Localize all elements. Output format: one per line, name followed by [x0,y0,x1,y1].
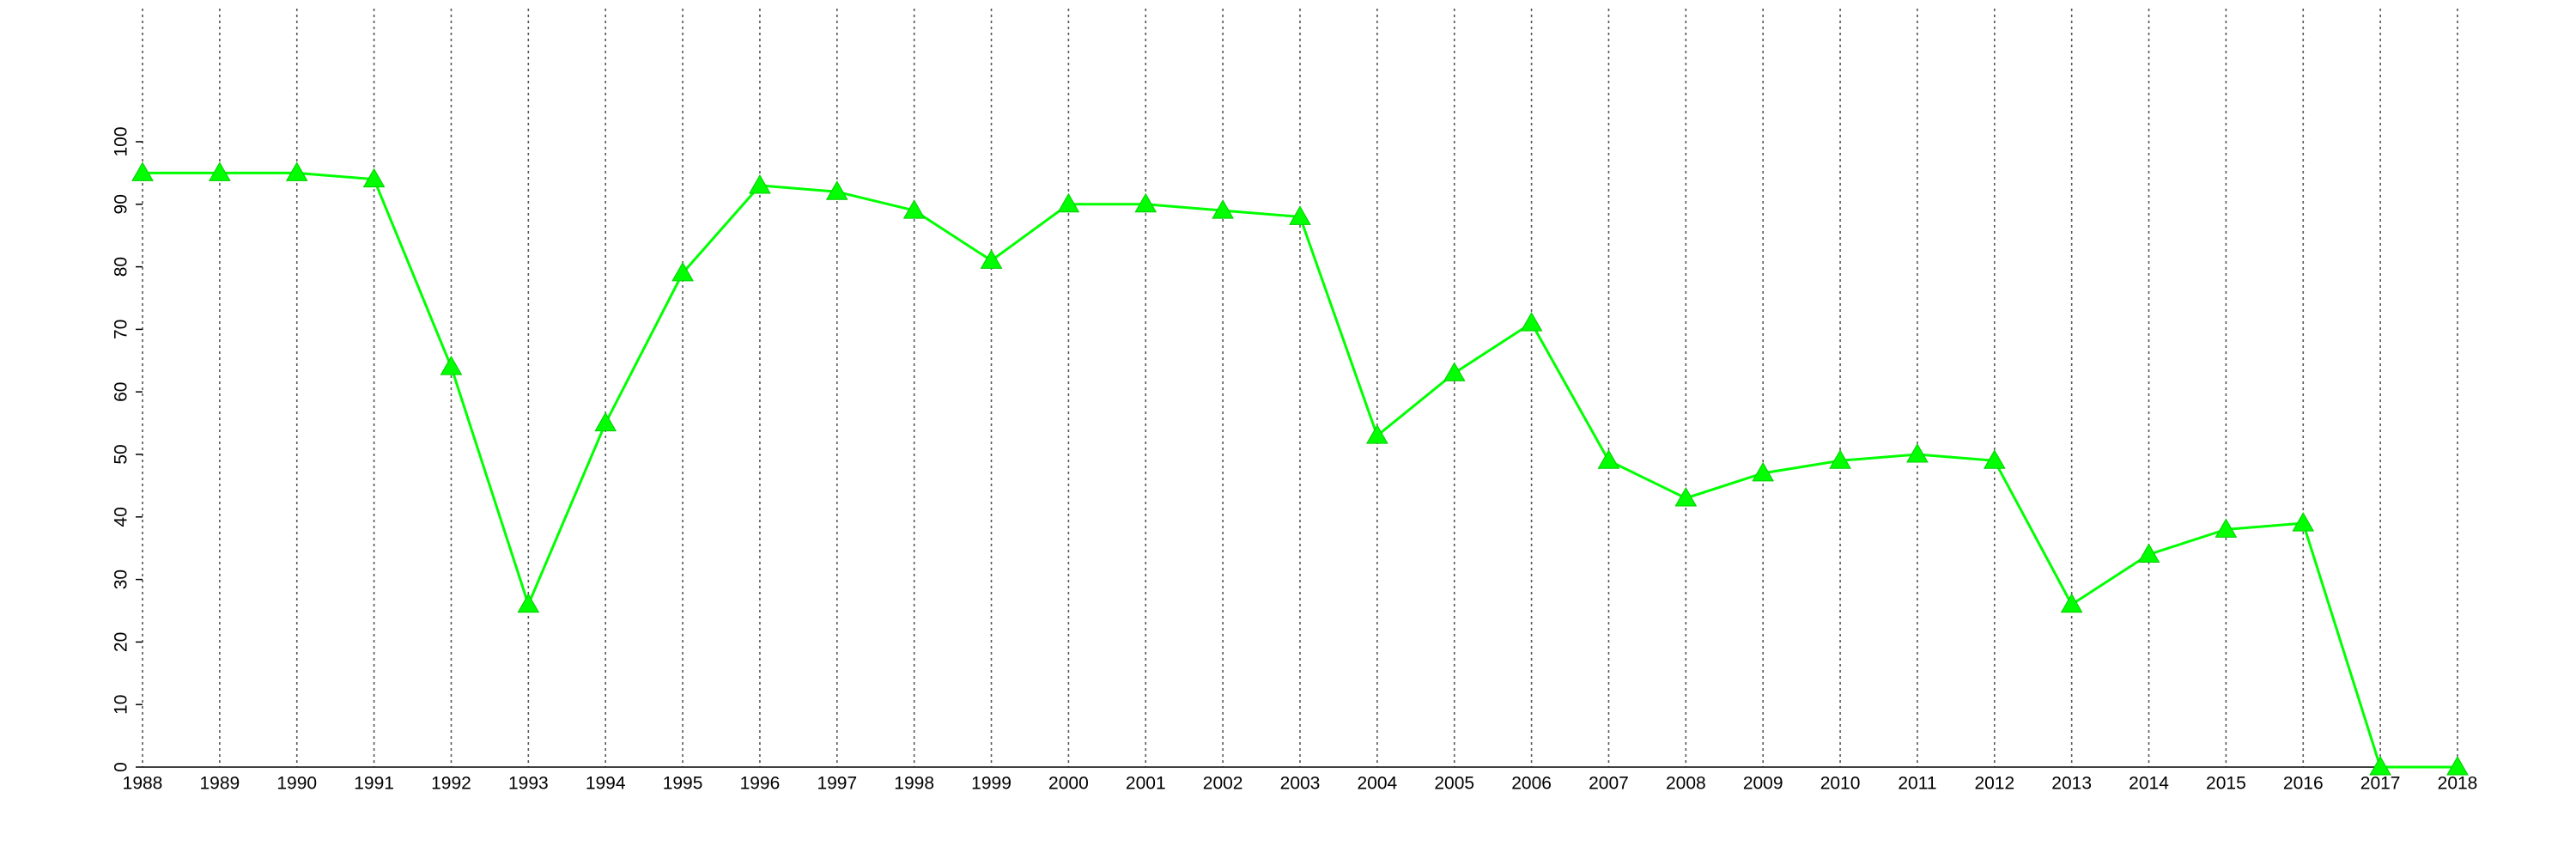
marker [1906,442,1929,463]
marker [1212,199,1234,219]
x-tick-label: 2006 [1511,774,1552,794]
x-tick-label: 2012 [1974,774,2014,794]
marker [285,161,308,181]
marker [1520,312,1543,332]
marker [1134,192,1157,213]
x-tick-label: 2015 [2206,774,2246,794]
marker [1057,192,1080,213]
marker [594,411,617,432]
marker [1443,362,1466,381]
x-tick-label: 2013 [2051,774,2092,794]
x-tick-label: 2000 [1048,774,1089,794]
y-tick-label: 20 [112,632,131,652]
x-tick-label: 1996 [740,774,781,794]
x-tick-label: 2011 [1898,774,1936,794]
marker [980,249,1003,269]
x-tick-label: 2014 [2129,774,2169,794]
x-tick-label: 2001 [1126,774,1166,794]
y-tick-label: 90 [112,194,131,214]
x-tick-label: 1994 [586,774,626,794]
marker [671,261,694,282]
x-tick-label: 1989 [200,774,240,794]
marker [2292,512,2315,532]
marker [2137,543,2160,563]
x-tick-label: 1988 [123,774,163,794]
marker [1597,449,1620,469]
marker [2369,755,2391,776]
x-tick-label: 1995 [663,774,703,794]
x-tick-label: 2017 [2360,774,2401,794]
x-tick-label: 1993 [508,774,549,794]
x-tick-label: 2002 [1203,774,1243,794]
x-tick-label: 2018 [2438,774,2478,794]
marker [440,356,463,375]
x-tick-label: 2016 [2283,774,2324,794]
marker [362,168,386,188]
y-tick-label: 10 [112,695,131,715]
marker [902,199,926,219]
marker [2215,518,2238,538]
y-tick-label: 100 [112,126,131,156]
x-tick-label: 2007 [1589,774,1629,794]
x-tick-label: 1998 [894,774,934,794]
y-tick-label: 0 [112,762,131,772]
y-tick-label: 40 [112,507,131,527]
y-tick-label: 50 [112,444,131,464]
x-tick-label: 1990 [276,774,317,794]
x-tick-label: 2003 [1280,774,1321,794]
x-tick-label: 2008 [1666,774,1706,794]
marker [1289,205,1311,225]
y-tick-label: 30 [112,570,131,589]
marker [1366,424,1388,444]
x-tick-label: 1991 [354,774,394,794]
marker [749,174,771,194]
marker [825,180,848,200]
marker [2060,593,2083,613]
x-tick-label: 2004 [1358,774,1398,794]
x-tick-label: 2009 [1743,774,1783,794]
marker [1752,461,1775,482]
x-tick-label: 2005 [1434,774,1474,794]
y-tick-label: 80 [112,257,131,277]
x-tick-label: 1997 [817,774,857,794]
x-tick-label: 2010 [1820,774,1861,794]
marker [209,161,231,181]
marker [131,161,154,181]
x-tick-label: 1992 [431,774,471,794]
marker [517,593,540,613]
marker [1983,449,2006,469]
x-tick-label: 1999 [971,774,1012,794]
marker [2446,755,2469,776]
marker [1674,486,1698,507]
y-tick-label: 70 [112,320,131,339]
marker [1829,449,1851,469]
y-tick-label: 60 [112,382,131,402]
